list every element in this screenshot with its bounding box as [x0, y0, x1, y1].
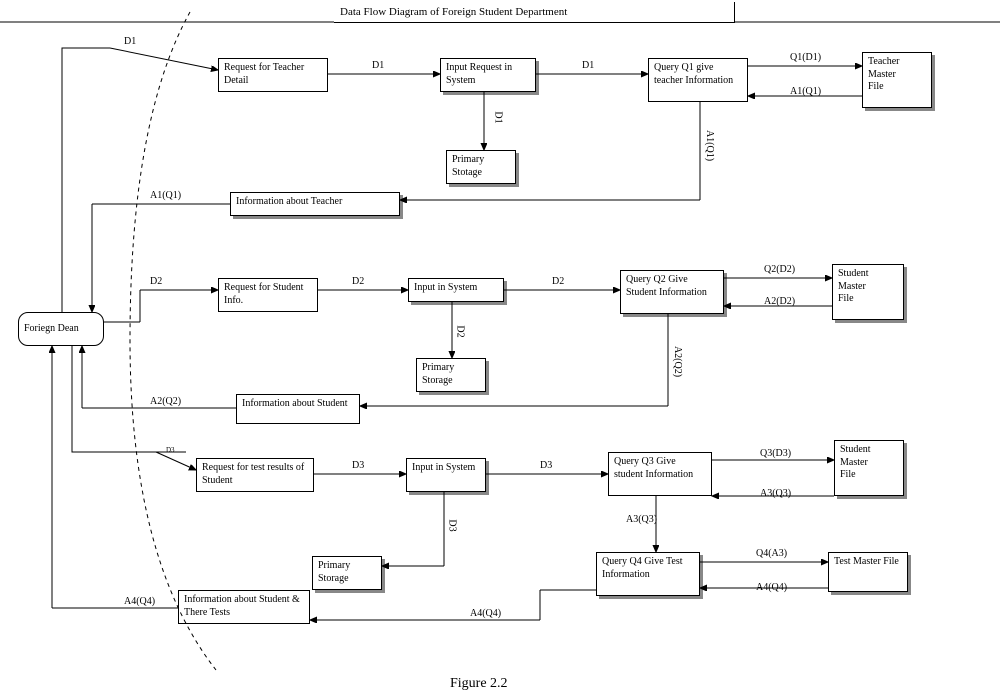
label-a1q1-2: A1(Q1): [704, 130, 715, 161]
diagram-canvas: Data Flow Diagram of Foreign Student Dep…: [0, 0, 1000, 700]
node-student-file-1: Student Master File: [832, 264, 904, 320]
label-a1q1-3: A1(Q1): [150, 190, 181, 201]
label-a2q2-2: A2(Q2): [150, 396, 181, 407]
node-info-student: Information about Student: [236, 394, 360, 424]
title-frame: [334, 2, 735, 23]
connector-overlay: [0, 0, 1000, 700]
label-q4a3: Q4(A3): [756, 548, 787, 559]
node-primary-storage-2: Primary Storage: [416, 358, 486, 392]
node-student-file-2: Student Master File: [834, 440, 904, 496]
label-a2d2: A2(D2): [764, 296, 795, 307]
node-info-tests: Information about Student & There Tests: [178, 590, 310, 624]
node-test-file: Test Master File: [828, 552, 908, 592]
label-a3q3-2: A3(Q3): [626, 514, 657, 525]
label-a2q2-1: A2(Q2): [672, 346, 683, 377]
node-query-q4: Query Q4 Give Test Information: [596, 552, 700, 596]
node-req-test: Request for test results of Student: [196, 458, 314, 492]
node-input-request: Input Request in System: [440, 58, 536, 92]
node-req-student: Request for Student Info.: [218, 278, 318, 312]
node-query-q1: Query Q1 give teacher Information: [648, 58, 748, 102]
node-req-teacher: Request for Teacher Detail: [218, 58, 328, 92]
node-primary-storage-1: Primary Stotage: [446, 150, 516, 184]
node-info-teacher: Information about Teacher: [230, 192, 400, 216]
label-d2-1: D2: [150, 276, 162, 287]
node-input-system-2: Input in System: [408, 278, 504, 302]
node-query-q3: Query Q3 Give student Information: [608, 452, 712, 496]
figure-caption: Figure 2.2: [450, 676, 508, 692]
node-foreign-dean: Foriegn Dean: [18, 312, 104, 346]
node-query-q2: Query Q2 Give Student Information: [620, 270, 724, 314]
label-a4q4-2: A4(Q4): [470, 608, 501, 619]
label-d3-2: D3: [352, 460, 364, 471]
label-a3q3-1: A3(Q3): [760, 488, 791, 499]
label-d3-4: D3: [447, 519, 458, 531]
label-a4q4-1: A4(Q4): [756, 582, 787, 593]
label-a1q1-1: A1(Q1): [790, 86, 821, 97]
label-d2-4: D2: [455, 325, 466, 337]
label-q1d1: Q1(D1): [790, 52, 821, 63]
label-q3d3: Q3(D3): [760, 448, 791, 459]
label-d3-3: D3: [540, 460, 552, 471]
label-a4q4-3: A4(Q4): [124, 596, 155, 607]
label-d2-2: D2: [352, 276, 364, 287]
node-input-system-3: Input in System: [406, 458, 486, 492]
label-d1-4: D1: [493, 111, 504, 123]
label-q2d2: Q2(D2): [764, 264, 795, 275]
label-d1-3: D1: [582, 60, 594, 71]
label-d2-3: D2: [552, 276, 564, 287]
node-primary-storage-3: Primary Storage: [312, 556, 382, 590]
label-d1-2: D1: [372, 60, 384, 71]
node-teacher-file: Teacher Master File: [862, 52, 932, 108]
label-d1-1: D1: [124, 36, 136, 47]
label-d3-1: D3: [166, 446, 175, 454]
